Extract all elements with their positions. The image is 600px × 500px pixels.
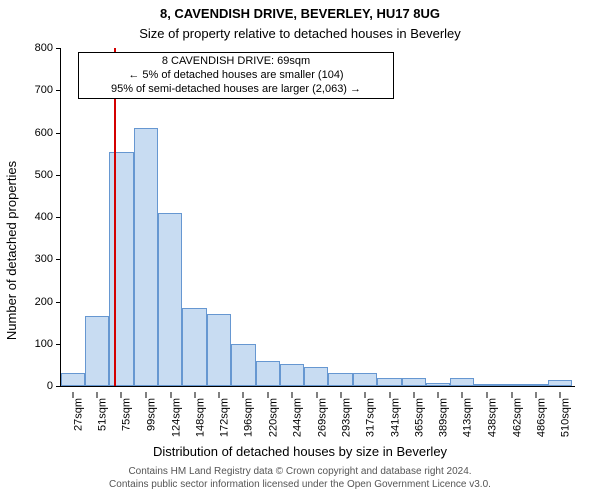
x-tick-label: 341sqm	[389, 398, 401, 437]
histogram-bar	[450, 378, 474, 386]
histogram-bar	[134, 128, 158, 386]
y-tick: 300	[35, 253, 61, 265]
annotation-line-2: ← 5% of detached houses are smaller (104…	[85, 69, 387, 83]
histogram-bar	[304, 367, 328, 386]
x-tick-label: 148sqm	[195, 398, 207, 437]
x-tick-label: 220sqm	[267, 398, 279, 437]
x-tick-label: 244sqm	[291, 398, 303, 437]
x-tick-label: 293sqm	[341, 398, 353, 437]
x-tick-label: 510sqm	[559, 398, 571, 437]
x-tick-label: 365sqm	[413, 398, 425, 437]
x-tick-label: 124sqm	[170, 398, 182, 437]
y-tick: 500	[35, 169, 61, 181]
x-tick-label: 413sqm	[462, 398, 474, 437]
x-tick-label: 317sqm	[365, 398, 377, 437]
x-tick-label: 172sqm	[219, 398, 231, 437]
chart-title-main: 8, CAVENDISH DRIVE, BEVERLEY, HU17 8UG	[0, 6, 600, 21]
x-tick-label: 196sqm	[243, 398, 255, 437]
x-axis-label: Distribution of detached houses by size …	[0, 444, 600, 459]
histogram-bar	[402, 378, 426, 386]
histogram-bar	[207, 314, 231, 386]
y-axis-label-wrap: Number of detached properties	[2, 0, 22, 500]
y-tick: 600	[35, 127, 61, 139]
histogram-bar	[158, 213, 182, 386]
histogram-bar	[548, 380, 572, 386]
histogram-bar	[377, 378, 401, 386]
x-tick-label: 269sqm	[316, 398, 328, 437]
x-tick-label: 75sqm	[121, 398, 133, 431]
annotation-line-1: 8 CAVENDISH DRIVE: 69sqm	[85, 55, 387, 69]
y-axis-label: Number of detached properties	[5, 160, 20, 339]
histogram-bar	[109, 152, 133, 386]
footer-line-1: Contains HM Land Registry data © Crown c…	[128, 466, 471, 477]
x-tick-label: 27sqm	[73, 398, 85, 431]
histogram-bar	[182, 308, 207, 386]
x-tick-label: 389sqm	[437, 398, 449, 437]
x-tick-label: 99sqm	[145, 398, 157, 431]
histogram-bar	[61, 373, 85, 386]
histogram-bar	[499, 384, 523, 386]
y-tick: 400	[35, 211, 61, 223]
y-tick: 800	[35, 42, 61, 54]
footer-attribution: Contains HM Land Registry data © Crown c…	[0, 466, 600, 491]
y-tick: 700	[35, 84, 61, 96]
y-tick: 100	[35, 338, 61, 350]
histogram-bar	[524, 384, 548, 386]
histogram-bar	[280, 364, 304, 386]
histogram-bar	[426, 383, 450, 386]
histogram-bar	[85, 316, 109, 386]
y-tick: 0	[47, 380, 61, 392]
histogram-bar	[328, 373, 353, 386]
x-tick-label: 51sqm	[97, 398, 109, 431]
chart-title-sub: Size of property relative to detached ho…	[0, 26, 600, 41]
x-tick-label: 462sqm	[511, 398, 523, 437]
histogram-bar	[256, 361, 280, 386]
histogram-bar	[231, 344, 255, 386]
histogram-bar	[353, 373, 377, 386]
footer-line-2: Contains public sector information licen…	[109, 479, 491, 490]
x-tick-label: 438sqm	[487, 398, 499, 437]
annotation-line-3: 95% of semi-detached houses are larger (…	[85, 83, 387, 97]
histogram-bar	[474, 384, 499, 386]
y-tick: 200	[35, 296, 61, 308]
x-tick-label: 486sqm	[535, 398, 547, 437]
annotation-box: 8 CAVENDISH DRIVE: 69sqm← 5% of detached…	[78, 52, 394, 99]
